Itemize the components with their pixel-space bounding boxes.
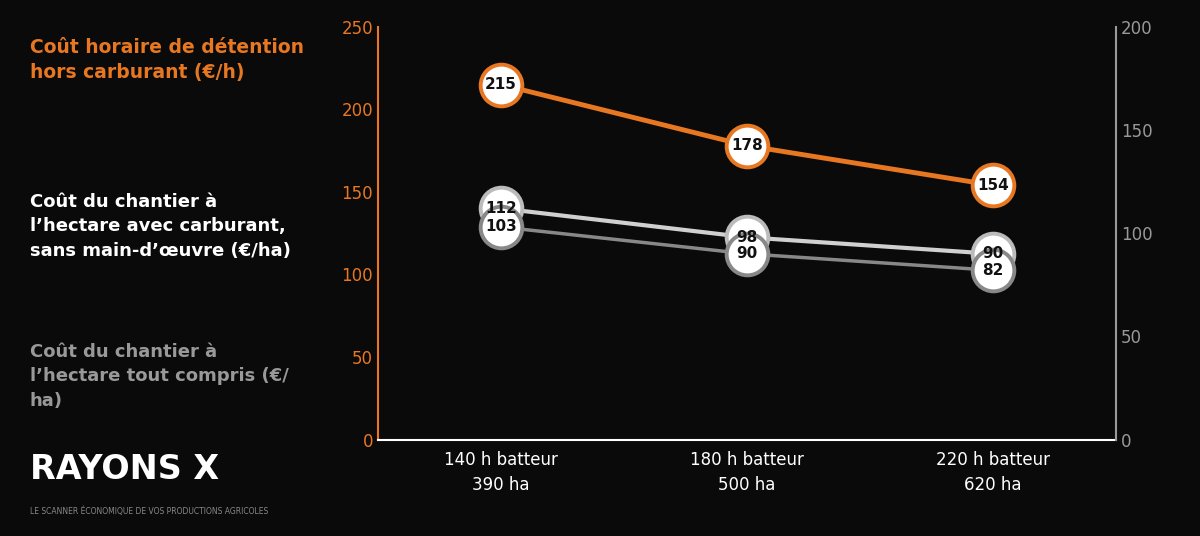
Text: 112: 112 bbox=[485, 201, 517, 216]
Text: 90: 90 bbox=[737, 247, 757, 261]
Text: Coût du chantier à
l’hectare avec carburant,
sans main-d’œuvre (€/ha): Coût du chantier à l’hectare avec carbur… bbox=[30, 193, 290, 259]
Text: 154: 154 bbox=[977, 178, 1009, 193]
Text: Coût horaire de détention
hors carburant (€/h): Coût horaire de détention hors carburant… bbox=[30, 38, 304, 81]
Text: Coût du chantier à
l’hectare tout compris (€/
ha): Coût du chantier à l’hectare tout compri… bbox=[30, 343, 289, 410]
Text: 103: 103 bbox=[485, 219, 517, 234]
Text: LE SCANNER ÉCONOMIQUE DE VOS PRODUCTIONS AGRICOLES: LE SCANNER ÉCONOMIQUE DE VOS PRODUCTIONS… bbox=[30, 507, 268, 516]
Text: 90: 90 bbox=[983, 247, 1003, 261]
Text: 98: 98 bbox=[737, 230, 757, 245]
Text: 82: 82 bbox=[983, 263, 1003, 278]
Text: RAYONS X: RAYONS X bbox=[30, 453, 218, 486]
Text: 215: 215 bbox=[485, 77, 517, 92]
Text: 178: 178 bbox=[731, 138, 763, 153]
